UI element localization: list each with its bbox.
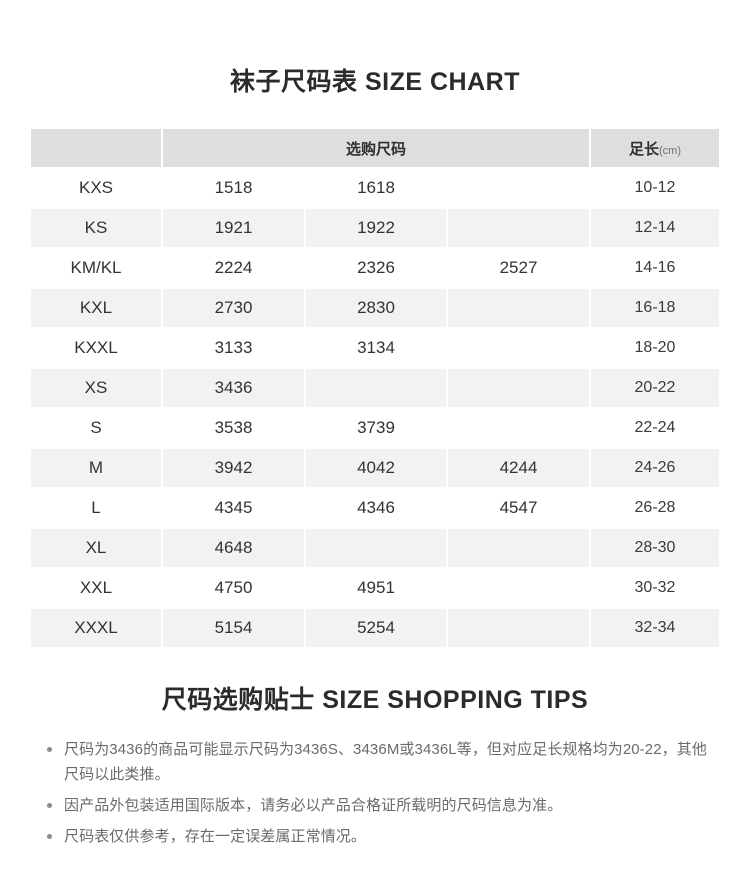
cell-size-c [447, 168, 591, 210]
cell-size-b: 1922 [305, 208, 448, 250]
cell-size-c [447, 568, 591, 610]
cell-size-b [305, 368, 448, 410]
cell-size-label: XL [31, 528, 163, 570]
bullet-icon [47, 746, 52, 752]
cell-size-c [447, 608, 591, 650]
cell-size-label: KM/KL [31, 248, 163, 290]
size-chart-page: 袜子尺码表 SIZE CHART 选购尺码 足长(cm) KXS 1518 1618… [0, 17, 750, 871]
cell-size-c [447, 328, 591, 370]
cell-size-a: 3133 [162, 328, 306, 370]
cell-size-b: 4346 [305, 488, 448, 530]
table-row: KXS 1518 1618 10-12 [31, 168, 719, 210]
cell-foot-length: 32-34 [590, 608, 719, 650]
header-foot-length-label: 足长 [628, 140, 659, 158]
bullet-icon [47, 802, 52, 808]
header-cell-foot-length: 足长(cm) [590, 129, 719, 170]
tips-list: 尺码为3436的商品可能显示尺码为3436S、3436M或3436L等，但对应足… [31, 737, 719, 849]
cell-size-label: KXXL [31, 328, 163, 370]
cell-size-c [447, 208, 591, 250]
cell-size-label: KS [31, 208, 163, 250]
cell-size-a: 3436 [162, 368, 306, 410]
cell-size-a: 2224 [162, 248, 306, 290]
table-row: L 4345 4346 4547 26-28 [31, 488, 719, 530]
cell-size-label: M [31, 448, 163, 490]
bullet-icon [47, 833, 52, 839]
header-cell-size-group: 选购尺码 [162, 129, 591, 170]
cell-foot-length: 10-12 [590, 168, 719, 210]
cell-foot-length: 28-30 [590, 528, 719, 570]
table-row: KM/KL 2224 2326 2527 14-16 [31, 248, 719, 290]
cell-size-c [447, 528, 591, 570]
cell-size-b: 1618 [305, 168, 448, 210]
cell-size-a: 4648 [162, 528, 306, 570]
cell-size-a: 4750 [162, 568, 306, 610]
cell-size-a: 4345 [162, 488, 306, 530]
cell-size-a: 1921 [162, 208, 306, 250]
cell-size-a: 5154 [162, 608, 306, 650]
size-table: 选购尺码 足长(cm) KXS 1518 1618 10-12 KS 1921 1922 12… [31, 129, 719, 650]
table-header-row: 选购尺码 足长(cm) [31, 129, 719, 170]
table-body: KXS 1518 1618 10-12 KS 1921 1922 12-14 KM/KL 2224… [31, 168, 719, 650]
tip-item: 因产品外包装适用国际版本，请务必以产品合格证所载明的尺码信息为准。 [31, 793, 719, 818]
tips-title: 尺码选购贴士 SIZE SHOPPING TIPS [161, 686, 589, 715]
cell-size-c: 4547 [447, 488, 591, 530]
cell-size-a: 1518 [162, 168, 306, 210]
cell-foot-length: 24-26 [590, 448, 719, 490]
table-row: XXXL 5154 5254 32-34 [31, 608, 719, 650]
cell-foot-length: 22-24 [590, 408, 719, 450]
cell-foot-length: 18-20 [590, 328, 719, 370]
cell-size-label: XS [31, 368, 163, 410]
cell-size-c [447, 368, 591, 410]
cell-size-b [305, 528, 448, 570]
table-row: KS 1921 1922 12-14 [31, 208, 719, 250]
cell-size-label: S [31, 408, 163, 450]
cell-foot-length: 20-22 [590, 368, 719, 410]
cell-size-c [447, 288, 591, 330]
size-table-container: 选购尺码 足长(cm) KXS 1518 1618 10-12 KS 1921 1922 12… [31, 129, 719, 650]
table-row: XL 4648 28-30 [31, 528, 719, 570]
cell-size-label: XXXL [31, 608, 163, 650]
cell-size-c: 4244 [447, 448, 591, 490]
table-row: KXL 2730 2830 16-18 [31, 288, 719, 330]
page-title: 袜子尺码表 SIZE CHART [230, 67, 520, 96]
table-row: KXXL 3133 3134 18-20 [31, 328, 719, 370]
cell-size-c [447, 408, 591, 450]
cell-size-b: 3739 [305, 408, 448, 450]
tip-text: 尺码为3436的商品可能显示尺码为3436S、3436M或3436L等，但对应足… [64, 740, 707, 783]
cell-foot-length: 16-18 [590, 288, 719, 330]
tip-item: 尺码表仅供参考，存在一定误差属正常情况。 [31, 824, 719, 849]
tip-item: 尺码为3436的商品可能显示尺码为3436S、3436M或3436L等，但对应足… [31, 737, 719, 787]
cell-size-a: 3538 [162, 408, 306, 450]
cell-foot-length: 26-28 [590, 488, 719, 530]
cell-size-b: 5254 [305, 608, 448, 650]
cell-size-a: 3942 [162, 448, 306, 490]
cell-size-b: 2326 [305, 248, 448, 290]
tip-text: 因产品外包装适用国际版本，请务必以产品合格证所载明的尺码信息为准。 [64, 796, 563, 814]
table-row: S 3538 3739 22-24 [31, 408, 719, 450]
tip-text: 尺码表仅供参考，存在一定误差属正常情况。 [64, 827, 367, 845]
cell-size-label: XXL [31, 568, 163, 610]
cell-size-a: 2730 [162, 288, 306, 330]
table-row: XS 3436 20-22 [31, 368, 719, 410]
cell-foot-length: 30-32 [590, 568, 719, 610]
cell-size-b: 4042 [305, 448, 448, 490]
cell-size-label: KXL [31, 288, 163, 330]
table-row: M 3942 4042 4244 24-26 [31, 448, 719, 490]
cell-size-c: 2527 [447, 248, 591, 290]
cell-size-b: 4951 [305, 568, 448, 610]
cell-size-label: KXS [31, 168, 163, 210]
table-row: XXL 4750 4951 30-32 [31, 568, 719, 610]
table-header: 选购尺码 足长(cm) [31, 129, 719, 170]
header-cell-blank [31, 129, 163, 170]
cell-foot-length: 14-16 [590, 248, 719, 290]
cell-foot-length: 12-14 [590, 208, 719, 250]
cell-size-b: 2830 [305, 288, 448, 330]
header-foot-length-unit: (cm) [659, 144, 681, 157]
cell-size-label: L [31, 488, 163, 530]
cell-size-b: 3134 [305, 328, 448, 370]
